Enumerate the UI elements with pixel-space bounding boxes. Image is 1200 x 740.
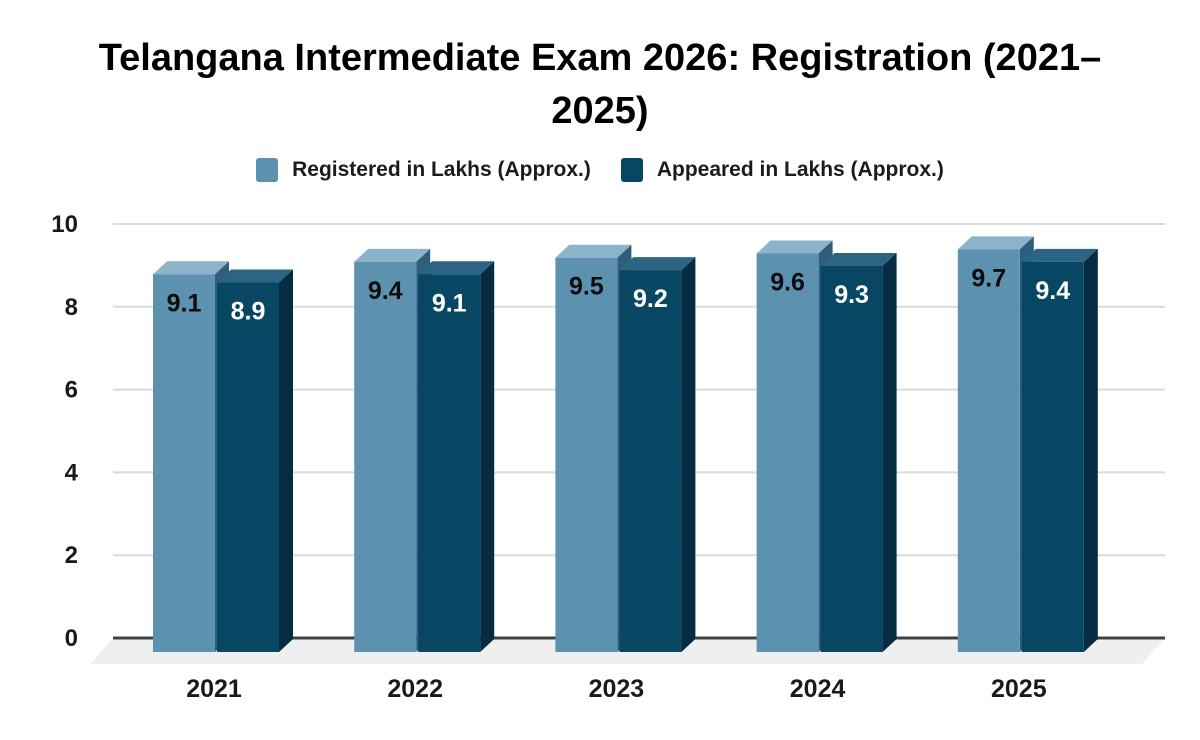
y-tick-label-2: 2 [65,542,78,569]
y-tick-label-10: 10 [51,211,78,238]
x-category-label-2024: 2024 [790,675,846,703]
y-tick-label-8: 8 [65,294,78,321]
bar-appeared-2021-side [279,269,293,652]
bar-registered-2024-value-label: 9.6 [770,269,805,297]
bar-appeared-2023-value-label: 9.2 [633,285,668,313]
bar-registered-2021-top [153,261,229,275]
y-tick-label-4: 4 [65,459,79,486]
bar-registered-2022-front [354,261,417,652]
bar-registered-2025-front [957,249,1020,653]
y-tick-label-6: 6 [65,377,78,404]
bar-registered-2022-top [354,248,431,262]
bar-registered-2021-value-label: 9.1 [167,289,202,317]
bar-registered-2024-front [756,253,819,652]
x-category-label-2025: 2025 [991,675,1047,703]
bar-appeared-2024-top [820,252,897,266]
bar-appeared-2023-front [619,270,682,652]
bar-appeared-2024-value-label: 9.3 [834,281,869,309]
bar-appeared-2025-side [1083,248,1098,652]
x-category-label-2023: 2023 [589,675,645,703]
bar-registered-2021-front [153,274,215,652]
bar-appeared-2025-front [1021,261,1084,652]
y-tick-label-0: 0 [65,625,78,652]
bar-appeared-2025-value-label: 9.4 [1035,277,1070,305]
legend-item-registered: Registered in Lakhs (Approx.) [256,158,591,182]
x-category-label-2022: 2022 [387,675,443,703]
bar-registered-2025-top [957,236,1034,250]
bar-registered-2023-front [555,257,618,652]
bar-registered-2022-value-label: 9.4 [368,277,403,305]
legend-label-appeared: Appeared in Lakhs (Approx.) [656,158,944,181]
bar-appeared-2022-side [480,261,495,652]
legend-swatch-registered [256,158,279,182]
bar-appeared-2022-value-label: 9.1 [432,289,467,317]
x-category-label-2021: 2021 [186,675,242,703]
bar-appeared-2024-front [820,265,883,652]
chart-title-line2: 2025) [551,90,649,132]
bar-appeared-2021-front [217,282,279,652]
bar-registered-2023-top [555,244,632,258]
bar-appeared-2022-front [418,274,481,652]
bar-appeared-2021-value-label: 8.9 [231,298,266,326]
chart-title: Telangana Intermediate Exam 2026: Regist… [0,32,1200,138]
bar-appeared-2021-top [217,269,293,283]
bar-appeared-2023-side [681,257,696,652]
legend-swatch-appeared [620,158,643,182]
legend-label-registered: Registered in Lakhs (Approx.) [292,158,591,181]
chart-legend: Registered in Lakhs (Approx.) Appeared i… [0,158,1200,182]
bar-registered-2025-value-label: 9.7 [971,264,1006,292]
chart-title-line1: Telangana Intermediate Exam 2026: Regist… [98,37,1102,79]
bar-appeared-2025-top [1021,248,1098,262]
legend-item-appeared: Appeared in Lakhs (Approx.) [620,158,944,182]
bar-registered-2023-value-label: 9.5 [569,273,604,301]
bar-appeared-2022-top [418,261,495,275]
bar-registered-2024-top [756,240,833,254]
bar-appeared-2024-side [882,252,897,653]
bar-appeared-2023-top [619,257,696,271]
